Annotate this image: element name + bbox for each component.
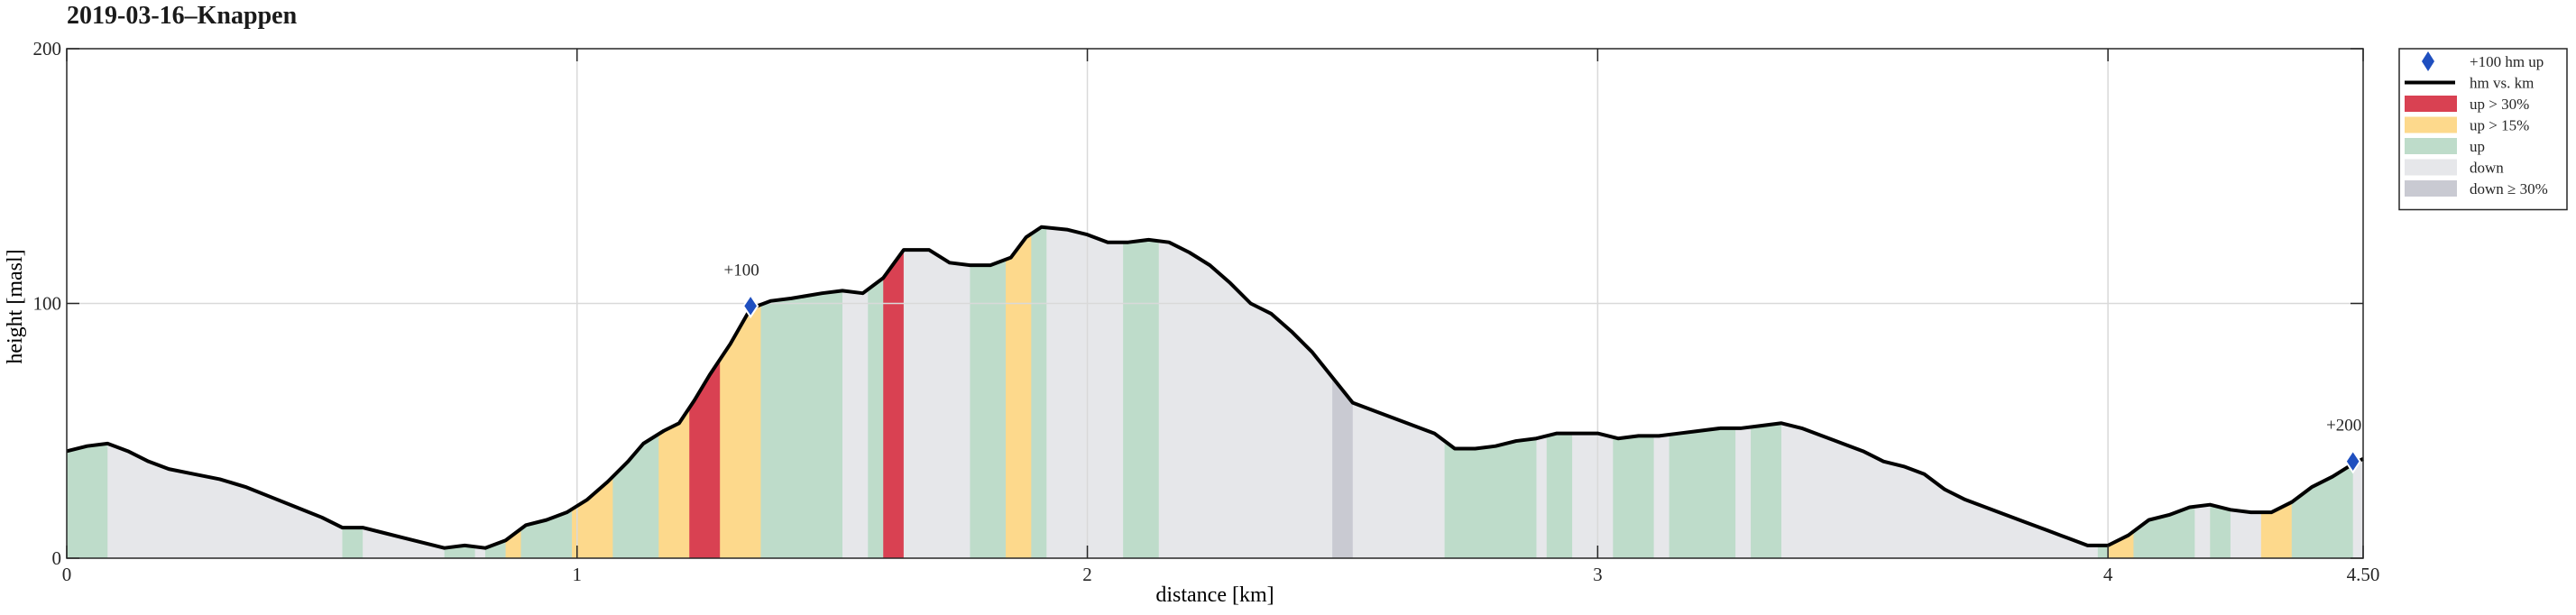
legend-swatch-med-up: [2405, 116, 2457, 133]
legend-label: +100 hm up: [2470, 53, 2544, 70]
legend-label: up: [2470, 138, 2485, 155]
x-tick-label: 2: [1082, 564, 1092, 585]
climb-markers: +100 +200: [724, 261, 2361, 474]
chart-title: 2019-03-16–Knappen: [67, 2, 298, 30]
x-tick-label: 4: [2103, 564, 2113, 585]
y-tick-label: 0: [52, 547, 62, 569]
legend-swatch-down: [2405, 159, 2457, 176]
legend-label: up > 15%: [2470, 117, 2529, 134]
x-tick-label: 4.50: [2347, 564, 2380, 585]
legend-label: up > 30%: [2470, 96, 2529, 113]
x-tick-label: 3: [1593, 564, 1603, 585]
x-tick-label: 0: [62, 564, 72, 585]
y-tick-label: 100: [33, 293, 62, 315]
legend-marker-icon: [2422, 51, 2434, 71]
profile-line-group: [66, 225, 2364, 550]
climb-marker: [2344, 448, 2361, 474]
legend-swatch-steep-down: [2405, 180, 2457, 197]
legend-swatch-up: [2405, 138, 2457, 154]
y-tick-label: 200: [33, 38, 62, 60]
legend-label: hm vs. km: [2470, 75, 2534, 92]
x-axis-label: distance [km]: [1155, 583, 1274, 607]
axes: 0 1 2 3 4 4.50 0 100 200: [33, 38, 2380, 585]
climb-marker-label: +100: [724, 261, 759, 280]
climb-marker: [741, 293, 759, 319]
legend-label: down ≥ 30%: [2470, 180, 2548, 197]
x-tick-label: 1: [573, 564, 583, 585]
profile-line: [66, 225, 2364, 550]
climb-marker-label: +200: [2326, 417, 2361, 436]
legend-label: down: [2470, 160, 2504, 177]
sky-area: [67, 49, 2363, 548]
legend: +100 hm up hm vs. km up > 30% up > 15% up dow…: [2398, 48, 2568, 211]
legend-swatch-steep-up: [2405, 96, 2457, 112]
y-axis-label: height [masl]: [4, 249, 27, 363]
